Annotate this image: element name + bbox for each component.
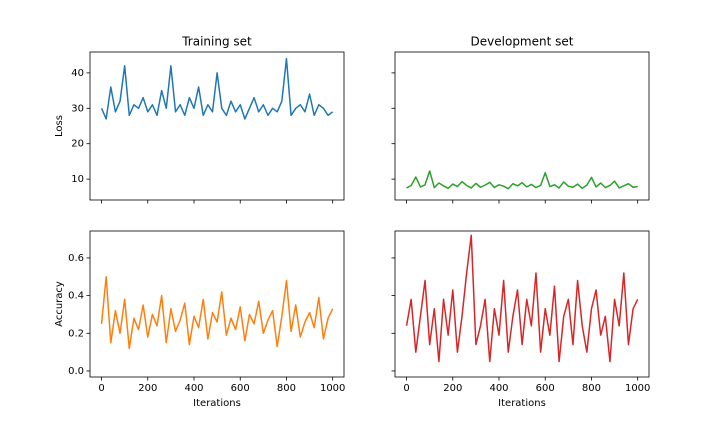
subplot-title: Training set	[181, 35, 252, 49]
axes-frame	[394, 51, 650, 201]
axes-frame	[89, 230, 345, 378]
line-series	[100, 276, 334, 350]
x-tick-label: 400	[489, 383, 508, 394]
line-series	[100, 57, 334, 120]
line-series	[406, 170, 638, 190]
x-tick-label: 0	[403, 383, 409, 394]
x-axis-label: Iterations	[498, 398, 546, 409]
x-tick-label: 800	[582, 383, 601, 394]
subplot-title: Development set	[471, 35, 574, 49]
y-tick-label: 20	[71, 139, 84, 150]
line-series	[405, 234, 639, 363]
x-tick-label: 600	[536, 383, 555, 394]
y-tick-label: 0.4	[68, 291, 84, 302]
y-axis-label: Loss	[54, 115, 65, 137]
y-axis-label: Accuracy	[54, 281, 65, 327]
axes-frame	[89, 51, 345, 201]
y-tick-label: 10	[71, 174, 84, 185]
axes-frame	[394, 230, 650, 378]
x-tick-label: 600	[231, 383, 250, 394]
y-tick-label: 0.0	[68, 366, 84, 377]
y-tick-label: 0.2	[68, 328, 84, 339]
x-tick-label: 200	[443, 383, 462, 394]
x-axis-label: Iterations	[193, 398, 241, 409]
x-tick-label: 200	[138, 383, 157, 394]
y-tick-label: 40	[71, 68, 84, 79]
x-tick-label: 400	[184, 383, 203, 394]
y-tick-label: 0.6	[68, 253, 84, 264]
x-tick-label: 0	[98, 383, 104, 394]
y-tick-label: 30	[71, 103, 84, 114]
x-tick-label: 800	[277, 383, 296, 394]
x-tick-label: 1000	[320, 383, 345, 394]
x-tick-label: 1000	[625, 383, 650, 394]
